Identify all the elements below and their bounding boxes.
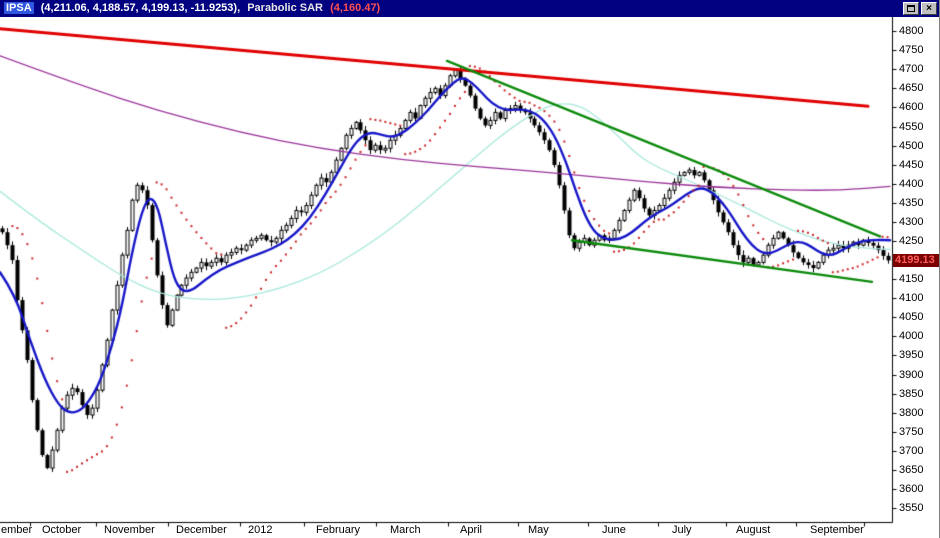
x-axis-label: July [672,524,692,536]
y-axis-label: 4800 [899,25,924,38]
indicator-name: Parabolic SAR [247,2,324,14]
close-icon: × [926,2,932,14]
quote-values: (4,211.06, 4,188.57, 4,199.13, -11.9253)… [40,2,241,14]
x-axis-label: April [460,524,483,536]
symbol-name: IPSA [4,2,34,14]
y-axis-label: 3850 [899,387,924,400]
y-axis-label: 4150 [899,273,924,286]
maximize-icon [907,5,915,12]
y-axis-label: 3750 [899,425,924,438]
x-axis-label: May [528,524,549,536]
x-axis-label: October [42,524,82,536]
y-axis-label: 4500 [899,139,924,152]
window-titlebar[interactable]: IPSA (4,211.06, 4,188.57, 4,199.13, -11.… [0,0,939,17]
maximize-button[interactable] [903,2,919,15]
y-axis-label: 3650 [899,463,924,476]
y-axis-label: 4700 [899,63,924,76]
y-axis-label: 4650 [899,82,924,95]
price-chart[interactable] [0,17,939,538]
y-axis-label: 3900 [899,368,924,381]
x-axis-label: 2012 [248,524,273,536]
y-axis-label: 4400 [899,177,924,190]
y-axis-label: 3550 [899,502,924,515]
y-axis-label: 3600 [899,483,924,496]
y-axis-label: 4100 [899,292,924,305]
y-axis-label: 4050 [899,311,924,324]
x-axis-label: September [810,524,864,536]
x-axis-label: ember [1,524,33,536]
y-axis-label: 4250 [899,234,924,247]
indicator-value: (4,160.47) [330,2,381,14]
x-axis-label: November [104,524,155,536]
y-axis-label: 3800 [899,406,924,419]
y-axis-label: 4350 [899,196,924,209]
x-axis-label: June [602,524,626,536]
x-axis-label: December [176,524,227,536]
x-axis-label: March [390,524,421,536]
y-axis-label: 4550 [899,120,924,133]
x-axis-label: February [316,524,361,536]
y-axis-label: 3700 [899,444,924,457]
close-button[interactable]: × [921,2,937,15]
y-axis-label: 4300 [899,215,924,228]
y-axis-label: 4600 [899,101,924,114]
y-axis-label: 4750 [899,44,924,57]
x-axis-label: August [736,524,771,536]
y-axis-label: 3950 [899,349,924,362]
y-axis-label: 4000 [899,330,924,343]
y-axis-label: 4450 [899,158,924,171]
last-price-flag: 4199.13 [893,253,939,267]
